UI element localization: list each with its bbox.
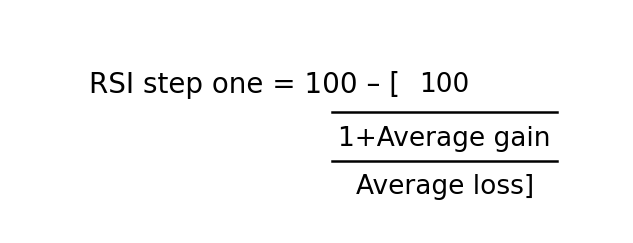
Text: RSI step one = 100 – [: RSI step one = 100 – [	[89, 71, 400, 99]
Text: 100: 100	[420, 72, 470, 98]
Text: 1+Average gain: 1+Average gain	[339, 126, 551, 152]
Text: Average loss]: Average loss]	[356, 174, 534, 200]
